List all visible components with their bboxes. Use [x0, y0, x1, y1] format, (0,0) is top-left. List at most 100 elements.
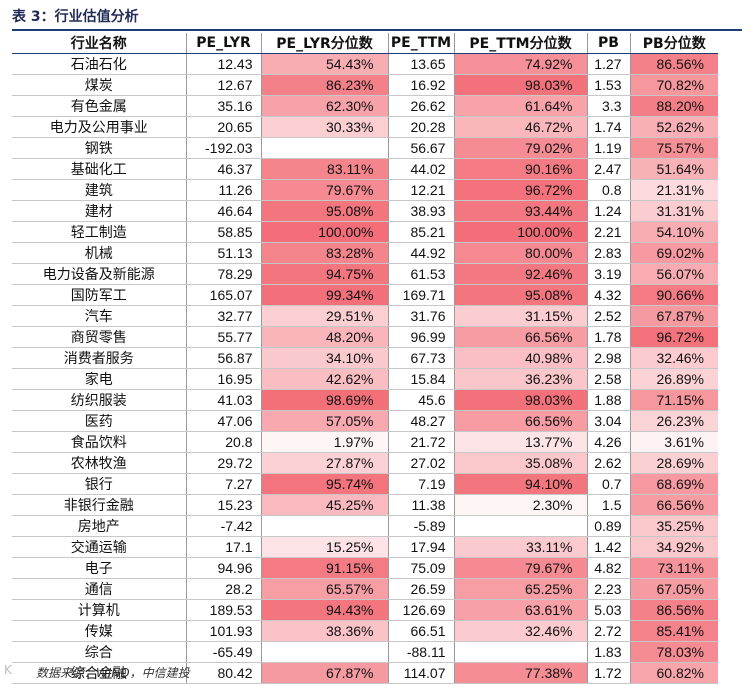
pe-lyr-cell: 41.03 [186, 389, 262, 411]
table-caption: 表 3：行业估值分析 [12, 9, 139, 25]
pb-cell: 1.78 [587, 326, 631, 348]
watermark-logo: K [4, 663, 12, 677]
pb-cell: 0.8 [587, 179, 631, 201]
pe-ttm-pct-cell: 40.98% [454, 347, 588, 369]
industry-name-cell: 建材 [12, 200, 187, 222]
pe-lyr-pct-cell: 79.67% [261, 179, 389, 201]
header-pe-ttm-pct: PE_TTM分位数 [454, 33, 588, 54]
pe-ttm-cell: 12.21 [388, 179, 455, 201]
pb-pct-cell: 3.61% [630, 431, 718, 453]
pb-cell: 1.53 [587, 74, 631, 96]
pe-lyr-pct-cell: 57.05% [261, 410, 389, 432]
industry-name-cell: 电力及公用事业 [12, 116, 187, 138]
pe-lyr-cell: -7.42 [186, 515, 262, 537]
pe-ttm-pct-cell: 77.38% [454, 662, 588, 684]
industry-name-cell: 石油石化 [12, 53, 187, 75]
pb-cell: 2.83 [587, 242, 631, 264]
pe-ttm-pct-cell: 36.23% [454, 368, 588, 390]
pe-ttm-cell: 56.67 [388, 137, 455, 159]
industry-name-cell: 商贸零售 [12, 326, 187, 348]
pe-ttm-pct-cell: 2.30% [454, 494, 588, 516]
pb-pct-cell: 31.31% [630, 200, 718, 222]
industry-name-cell: 基础化工 [12, 158, 187, 180]
header-row: 行业名称 PE_LYR PE_LYR分位数 PE_TTM PE_TTM分位数 P… [12, 33, 718, 54]
pe-lyr-cell: -192.03 [186, 137, 262, 159]
pb-pct-cell: 68.69% [630, 473, 718, 495]
table-row: 计算机 189.53 94.43% 126.69 63.61% 5.03 86.56% [12, 599, 718, 621]
pe-ttm-pct-cell: 93.44% [454, 200, 588, 222]
pe-ttm-pct-cell: 98.03% [454, 389, 588, 411]
table-row: 房地产 -7.42 -5.89 0.89 35.25% [12, 515, 718, 537]
industry-name-cell: 家电 [12, 368, 187, 390]
pe-ttm-cell: 61.53 [388, 263, 455, 285]
pb-cell: 2.62 [587, 452, 631, 474]
table-row: 有色金属 35.16 62.30% 26.62 61.64% 3.3 88.20% [12, 95, 718, 117]
pe-lyr-pct-cell: 95.74% [261, 473, 389, 495]
pe-lyr-pct-cell: 48.20% [261, 326, 389, 348]
pe-lyr-pct-cell: 30.33% [261, 116, 389, 138]
header-pe-lyr: PE_LYR [186, 33, 262, 54]
pb-pct-cell: 90.66% [630, 284, 718, 306]
pe-ttm-pct-cell [454, 641, 588, 663]
pe-ttm-pct-cell: 74.92% [454, 53, 588, 75]
pb-pct-cell: 88.20% [630, 95, 718, 117]
pe-lyr-cell: 58.85 [186, 221, 262, 243]
pe-ttm-cell: 31.76 [388, 305, 455, 327]
pb-cell: 1.5 [587, 494, 631, 516]
pb-cell: 2.47 [587, 158, 631, 180]
pe-ttm-cell: 44.92 [388, 242, 455, 264]
pb-cell: 1.42 [587, 536, 631, 558]
pb-pct-cell: 52.62% [630, 116, 718, 138]
table-row: 传媒 101.93 38.36% 66.51 32.46% 2.72 85.41% [12, 620, 718, 642]
pe-lyr-pct-cell: 99.34% [261, 284, 389, 306]
pb-pct-cell: 86.56% [630, 53, 718, 75]
pe-lyr-cell: 78.29 [186, 263, 262, 285]
pe-ttm-cell: 11.38 [388, 494, 455, 516]
industry-name-cell: 轻工制造 [12, 221, 187, 243]
pe-lyr-pct-cell: 1.97% [261, 431, 389, 453]
table-row: 基础化工 46.37 83.11% 44.02 90.16% 2.47 51.64% [12, 158, 718, 180]
pe-ttm-cell: 17.94 [388, 536, 455, 558]
pe-ttm-pct-cell: 80.00% [454, 242, 588, 264]
industry-name-cell: 煤炭 [12, 74, 187, 96]
pe-lyr-cell: 94.96 [186, 557, 262, 579]
pe-ttm-pct-cell: 35.08% [454, 452, 588, 474]
pb-pct-cell: 67.05% [630, 578, 718, 600]
pe-ttm-pct-cell: 92.46% [454, 263, 588, 285]
industry-name-cell: 综合金融 [12, 662, 187, 684]
industry-name-cell: 银行 [12, 473, 187, 495]
pe-lyr-pct-cell: 38.36% [261, 620, 389, 642]
pb-cell: 4.32 [587, 284, 631, 306]
pb-pct-cell: 26.23% [630, 410, 718, 432]
table-row: 电力及公用事业 20.65 30.33% 20.28 46.72% 1.74 52.62% [12, 116, 718, 138]
table-row: 商贸零售 55.77 48.20% 96.99 66.56% 1.78 96.72% [12, 326, 718, 348]
industry-name-cell: 汽车 [12, 305, 187, 327]
table-body: 石油石化 12.43 54.43% 13.65 74.92% 1.27 86.56% 煤炭 12… [12, 53, 718, 684]
pb-cell: 0.89 [587, 515, 631, 537]
pb-pct-cell: 54.10% [630, 221, 718, 243]
table-row: 医药 47.06 57.05% 48.27 66.56% 3.04 26.23% [12, 410, 718, 432]
pb-pct-cell: 66.56% [630, 494, 718, 516]
pb-cell: 0.7 [587, 473, 631, 495]
industry-name-cell: 消费者服务 [12, 347, 187, 369]
pe-ttm-cell: 66.51 [388, 620, 455, 642]
industry-name-cell: 医药 [12, 410, 187, 432]
industry-name-cell: 电力设备及新能源 [12, 263, 187, 285]
pe-ttm-pct-cell: 96.72% [454, 179, 588, 201]
pe-ttm-cell: 26.62 [388, 95, 455, 117]
pb-cell: 1.24 [587, 200, 631, 222]
pe-ttm-cell: 96.99 [388, 326, 455, 348]
table-row: 综合金融 80.42 67.87% 114.07 77.38% 1.72 60.82% [12, 662, 718, 684]
pe-lyr-pct-cell [261, 641, 389, 663]
valuation-table: 行业名称 PE_LYR PE_LYR分位数 PE_TTM PE_TTM分位数 P… [12, 33, 718, 684]
pe-ttm-cell: 38.93 [388, 200, 455, 222]
industry-name-cell: 计算机 [12, 599, 187, 621]
pe-lyr-pct-cell [261, 137, 389, 159]
pe-lyr-cell: 15.23 [186, 494, 262, 516]
pe-ttm-cell: 20.28 [388, 116, 455, 138]
pe-lyr-cell: 12.43 [186, 53, 262, 75]
pe-ttm-cell: 85.21 [388, 221, 455, 243]
pe-lyr-cell: 80.42 [186, 662, 262, 684]
pb-pct-cell: 51.64% [630, 158, 718, 180]
pe-ttm-pct-cell: 32.46% [454, 620, 588, 642]
